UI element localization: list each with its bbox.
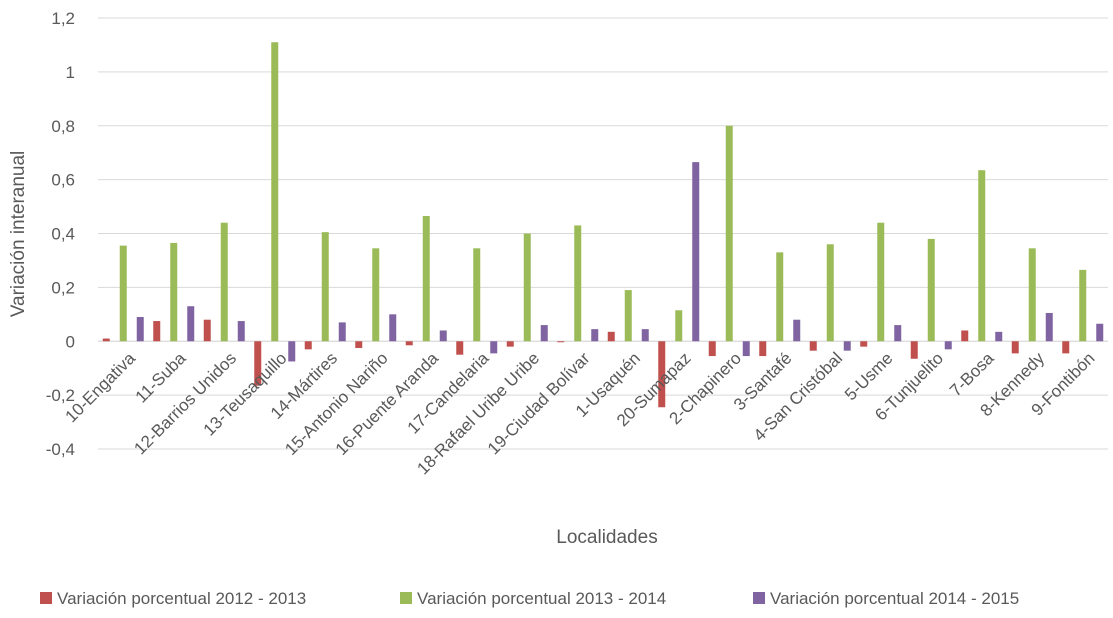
bar-series-2-7 — [473, 248, 481, 342]
bar-series-1-6 — [405, 341, 413, 346]
bar-series-1-3 — [254, 341, 262, 386]
bar-series-1-0 — [102, 338, 110, 342]
legend-swatch-3 — [753, 592, 765, 604]
bar-series-2-4 — [321, 232, 329, 342]
bar-series-3-1 — [187, 306, 195, 342]
bar-series-1-18 — [1011, 341, 1019, 354]
bar-series-3-19 — [1096, 323, 1104, 342]
bar-series-1-5 — [355, 341, 363, 348]
bar-series-1-14 — [809, 341, 817, 351]
bar-series-1-10 — [607, 331, 615, 342]
x-tick-label: 4-San Cristóbal — [750, 349, 846, 445]
bar-series-3-4 — [338, 322, 346, 342]
bar-series-1-17 — [961, 330, 969, 342]
legend-label-2: Variación porcentual 2013 - 2014 — [417, 589, 666, 608]
bar-series-1-2 — [203, 319, 211, 342]
bars — [102, 42, 1104, 408]
legend: Variación porcentual 2012 - 2013 Variació… — [40, 589, 1019, 608]
bar-series-3-6 — [439, 330, 447, 342]
bar-series-3-12 — [742, 341, 750, 357]
y-tick-label: 1,2 — [51, 9, 75, 28]
bar-series-3-9 — [591, 329, 599, 342]
bar-series-3-2 — [237, 321, 245, 342]
bar-series-2-15 — [877, 222, 885, 342]
bar-series-1-15 — [860, 341, 868, 347]
bar-series-2-9 — [574, 225, 582, 342]
y-tick-label: 0,8 — [51, 117, 75, 136]
bar-series-3-17 — [995, 331, 1003, 342]
y-tick-label: 1 — [66, 63, 75, 82]
bar-series-2-16 — [927, 238, 935, 342]
legend-swatch-1 — [40, 592, 52, 604]
bar-series-2-10 — [624, 290, 632, 342]
bar-series-3-18 — [1045, 312, 1053, 342]
bar-series-1-8 — [506, 341, 514, 347]
y-tick-label: 0,2 — [51, 278, 75, 297]
y-axis-title: Variación interanual — [8, 151, 29, 318]
bar-series-3-8 — [540, 325, 548, 342]
bar-series-3-7 — [490, 341, 498, 354]
bar-series-1-16 — [910, 341, 918, 359]
bar-series-2-18 — [1028, 248, 1036, 342]
bar-series-3-11 — [692, 162, 700, 342]
x-axis-title: Localidades — [556, 527, 657, 548]
gridlines — [98, 17, 1108, 450]
bar-series-2-12 — [725, 125, 733, 342]
bar-series-3-0 — [136, 317, 144, 342]
bar-series-1-12 — [708, 341, 716, 357]
y-tick-label: -0,4 — [46, 440, 75, 459]
legend-swatch-2 — [400, 592, 412, 604]
bar-series-1-7 — [456, 341, 464, 355]
bar-series-1-19 — [1062, 341, 1070, 354]
bar-series-2-2 — [220, 222, 228, 342]
bar-series-1-11 — [658, 341, 666, 408]
bar-series-2-8 — [523, 233, 531, 342]
bar-series-3-16 — [944, 341, 952, 350]
bar-series-3-14 — [843, 341, 851, 351]
bar-series-1-4 — [304, 341, 312, 350]
bar-series-3-10 — [641, 329, 649, 342]
y-tick-label: 0,6 — [51, 171, 75, 190]
bar-series-1-13 — [759, 341, 767, 357]
bar-series-2-3 — [271, 42, 279, 342]
bar-series-2-5 — [372, 248, 380, 342]
legend-label-1: Variación porcentual 2012 - 2013 — [57, 589, 306, 608]
bar-series-3-5 — [389, 314, 397, 342]
bar-series-2-13 — [776, 252, 784, 342]
bar-series-2-11 — [675, 310, 683, 342]
bar-series-2-0 — [119, 245, 127, 342]
bar-series-2-14 — [826, 244, 834, 342]
bar-series-2-1 — [170, 242, 178, 342]
bar-series-1-1 — [153, 321, 161, 342]
y-tick-label: -0,2 — [46, 386, 75, 405]
legend-label-3: Variación porcentual 2014 - 2015 — [770, 589, 1019, 608]
y-tick-label: 0 — [66, 332, 75, 351]
bar-series-1-9 — [557, 341, 565, 343]
bar-series-3-15 — [894, 325, 902, 342]
y-tick-label: 0,4 — [51, 225, 75, 244]
y-axis-tick-labels: -0,4 -0,2 0 0,2 0,4 0,6 0,8 1 1,2 — [46, 9, 75, 459]
bar-series-3-13 — [793, 319, 801, 342]
bar-series-3-3 — [288, 341, 296, 362]
bar-series-2-6 — [422, 215, 430, 342]
bar-series-2-17 — [978, 170, 986, 342]
bar-series-2-19 — [1079, 269, 1087, 342]
